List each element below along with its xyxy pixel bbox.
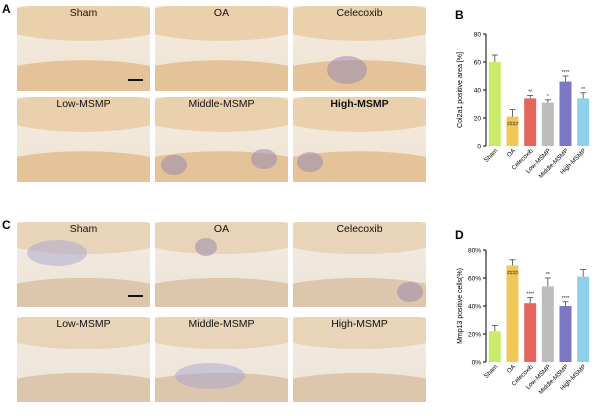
scale-bar	[128, 79, 143, 81]
bar	[524, 98, 537, 146]
micrograph-c-celecoxib: Celecoxib	[293, 222, 426, 307]
micrograph-a-low: Low-MSMP	[17, 97, 150, 182]
micrograph-title: Celecoxib	[336, 223, 383, 235]
bar	[577, 276, 590, 362]
y-tick-label: 60	[474, 60, 482, 67]
significance-label: ####	[507, 270, 518, 276]
y-axis-label: Mmp13 positive cells(%)	[457, 268, 464, 344]
micrograph-a-celecoxib: Celecoxib	[293, 6, 426, 91]
significance-label: ****	[526, 292, 534, 298]
micrograph-title: OA	[213, 223, 230, 235]
bone-marrow-region	[195, 238, 217, 256]
mmp13-bar-chart: 0% 20% 40% 60% 80% Mmp13 positive cells(%) Sha…	[457, 248, 590, 396]
micrograph-a-high: High-MSMP	[293, 97, 426, 182]
panel-label-b: B	[455, 8, 464, 22]
bone-marrow-region	[327, 56, 367, 84]
significance-label: *	[547, 94, 549, 100]
x-tick-label: Sham	[483, 363, 499, 379]
bone-marrow-region	[397, 282, 423, 302]
y-tick-label: 20	[474, 116, 482, 123]
micrograph-c-high: High-MSMP	[293, 317, 426, 402]
bone-marrow-region	[297, 152, 323, 172]
y-tick-label: 80	[474, 32, 482, 39]
x-tick-label: OA	[506, 363, 518, 375]
significance-label: ####	[507, 122, 518, 128]
micrograph-title: Middle-MSMP	[188, 98, 255, 110]
micrograph-title: Middle-MSMP	[188, 318, 255, 330]
bar	[577, 98, 590, 146]
significance-label: **	[528, 90, 532, 96]
bar	[488, 62, 501, 146]
micrograph-a-oa: OA	[155, 6, 288, 91]
micrograph-title: Low-MSMP	[56, 98, 111, 110]
micrograph-c-middle: Middle-MSMP	[155, 317, 288, 402]
bar	[559, 81, 572, 146]
significance-label: ****	[562, 296, 570, 302]
bar	[506, 116, 519, 146]
micrograph-title: High-MSMP	[330, 98, 389, 110]
x-tick-label: OA	[506, 147, 518, 159]
micrograph-a-middle: Middle-MSMP	[155, 97, 288, 182]
bone-marrow-region	[251, 149, 277, 169]
bar	[541, 286, 554, 362]
y-axis-label: Col2a1 positive area [%]	[457, 52, 464, 128]
micrograph-a-sham: Sham	[17, 6, 150, 91]
y-tick-label: 60%	[468, 276, 481, 283]
micrograph-title: High-MSMP	[331, 318, 388, 330]
bar	[488, 331, 501, 362]
bone-marrow-region	[161, 155, 187, 175]
panel-label-a: A	[2, 2, 11, 16]
bar	[506, 265, 519, 362]
bar	[524, 303, 537, 362]
micrograph-title: Sham	[69, 7, 98, 19]
stained-region	[175, 363, 245, 389]
micrograph-title: Sham	[69, 223, 98, 235]
stained-region	[27, 240, 87, 266]
micrograph-title: OA	[213, 7, 230, 19]
micrograph-c-low: Low-MSMP	[17, 317, 150, 402]
micrograph-title: Celecoxib	[336, 7, 383, 19]
micrograph-c-oa: OA	[155, 222, 288, 307]
panel-label-d: D	[455, 228, 464, 242]
bar	[559, 306, 572, 362]
panel-label-c: C	[2, 218, 11, 232]
significance-label: ****	[562, 70, 570, 76]
x-tick-label: Sham	[483, 147, 499, 163]
significance-label: **	[581, 87, 585, 93]
col2a1-bar-chart: 0 20 40 60 80 Col2a1 positive area [%] Sham ###…	[457, 32, 590, 180]
micrograph-title: Low-MSMP	[56, 318, 111, 330]
y-tick-label: 40	[474, 88, 482, 95]
y-tick-label: 40%	[468, 304, 481, 311]
y-tick-label: 0	[477, 144, 481, 151]
y-tick-label: 0%	[472, 360, 482, 367]
micrograph-c-sham: Sham	[17, 222, 150, 307]
significance-label: **	[546, 272, 550, 278]
bar	[541, 102, 554, 146]
y-tick-label: 20%	[468, 332, 481, 339]
scale-bar	[128, 295, 143, 297]
y-tick-label: 80%	[468, 248, 481, 255]
